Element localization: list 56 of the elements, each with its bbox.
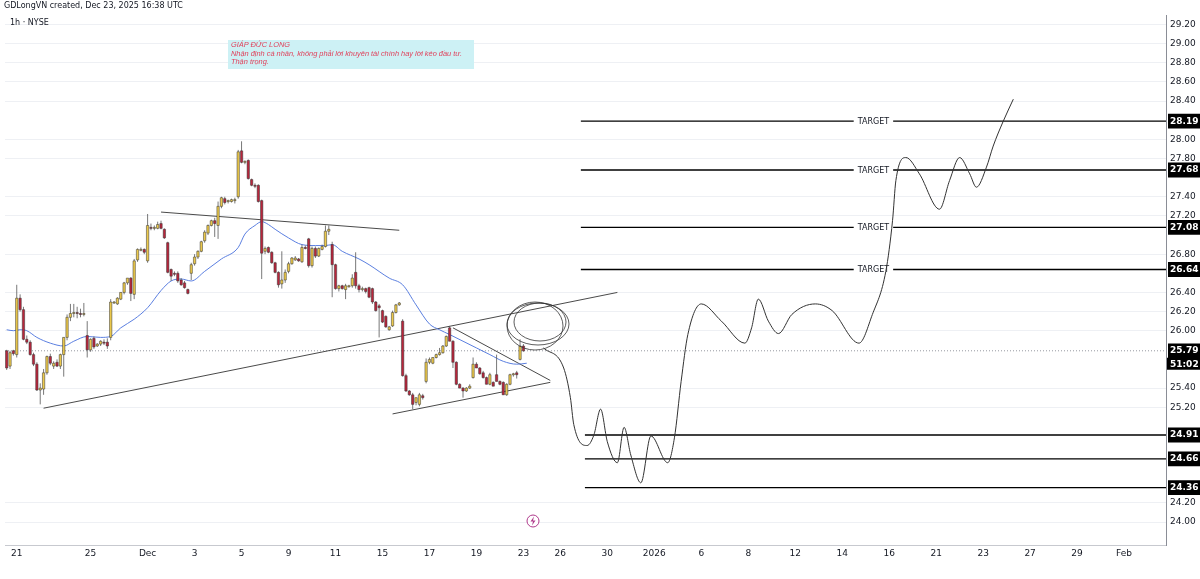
x-tick-label: 23 — [977, 547, 989, 558]
y-tick-label: 28.19 — [1170, 115, 1199, 126]
ref-line-label: TARGET — [856, 116, 890, 126]
y-tick-label: 25.20 — [1170, 401, 1197, 412]
y-tick-label: 27.20 — [1170, 210, 1197, 221]
y-tick-label: 26.40 — [1170, 286, 1197, 297]
y-tick-label: 27.68 — [1170, 164, 1199, 175]
x-tick-label: 12 — [789, 547, 801, 558]
y-tick-label: 26.80 — [1170, 248, 1197, 259]
y-tick-label: 28.60 — [1170, 76, 1197, 87]
y-tick-label: 29.20 — [1170, 18, 1197, 29]
x-tick-label: 16 — [883, 547, 896, 558]
x-tick-label: Feb — [1116, 547, 1133, 558]
y-tick-label: 25.40 — [1170, 382, 1197, 393]
x-tick-label: 29 — [1071, 547, 1084, 558]
x-tick-label: 26 — [554, 547, 567, 558]
y-tick-label: 28.00 — [1170, 133, 1197, 144]
x-tick-label: 19 — [470, 547, 483, 558]
x-tick-label: 9 — [285, 547, 292, 558]
text: 51:02 — [1170, 358, 1199, 369]
x-tick-label: 6 — [698, 547, 705, 558]
y-tick-label: 24.66 — [1170, 453, 1199, 464]
text: GDLongVN created, Dec 23, 2025 16:38 UTC — [4, 1, 183, 10]
y-tick-label: 26.00 — [1170, 325, 1197, 336]
x-tick-label: 5 — [238, 547, 245, 558]
y-tick-label: 27.80 — [1170, 152, 1197, 163]
y-tick-label: 24.91 — [1170, 429, 1199, 440]
y-tick-label: 28.40 — [1170, 95, 1197, 106]
ref-line-label: TARGET — [856, 165, 890, 175]
x-tick-label: 2026 — [642, 547, 667, 558]
chart-title: 1h · NYSE — [10, 18, 49, 27]
y-tick-label: 27.40 — [1170, 191, 1197, 202]
y-tick-label: 24.00 — [1170, 516, 1197, 527]
x-tick-label: Dec — [138, 547, 157, 558]
x-tick-label: 21 — [11, 547, 23, 558]
y-tick-label: 29.00 — [1170, 38, 1197, 49]
x-tick-label: 21 — [930, 547, 942, 558]
x-tick-label: 8 — [745, 547, 752, 558]
x-tick-label: 17 — [423, 547, 436, 558]
ref-line-label: TARGET — [856, 265, 890, 275]
x-tick-label: 27 — [1024, 547, 1036, 558]
x-tick-label: 11 — [329, 547, 342, 558]
y-tick-label: 27.08 — [1170, 221, 1199, 232]
ref-line-label: TARGET — [856, 222, 890, 232]
x-tick-label: 30 — [601, 547, 614, 558]
y-tick-label: 26.64 — [1170, 263, 1199, 274]
y-tick-label: 24.36 — [1170, 481, 1199, 492]
y-tick-label: 28.80 — [1170, 57, 1197, 68]
x-tick-label: 3 — [191, 547, 198, 558]
x-tick-label: 23 — [517, 547, 530, 558]
x-tick-label: 14 — [836, 547, 849, 558]
x-tick-label: 15 — [376, 547, 389, 558]
x-tick-label: 25 — [84, 547, 97, 558]
y-tick-label: 25.79 — [1170, 345, 1199, 356]
y-tick-label: 24.20 — [1170, 497, 1197, 508]
y-tick-label: 26.20 — [1170, 305, 1197, 316]
